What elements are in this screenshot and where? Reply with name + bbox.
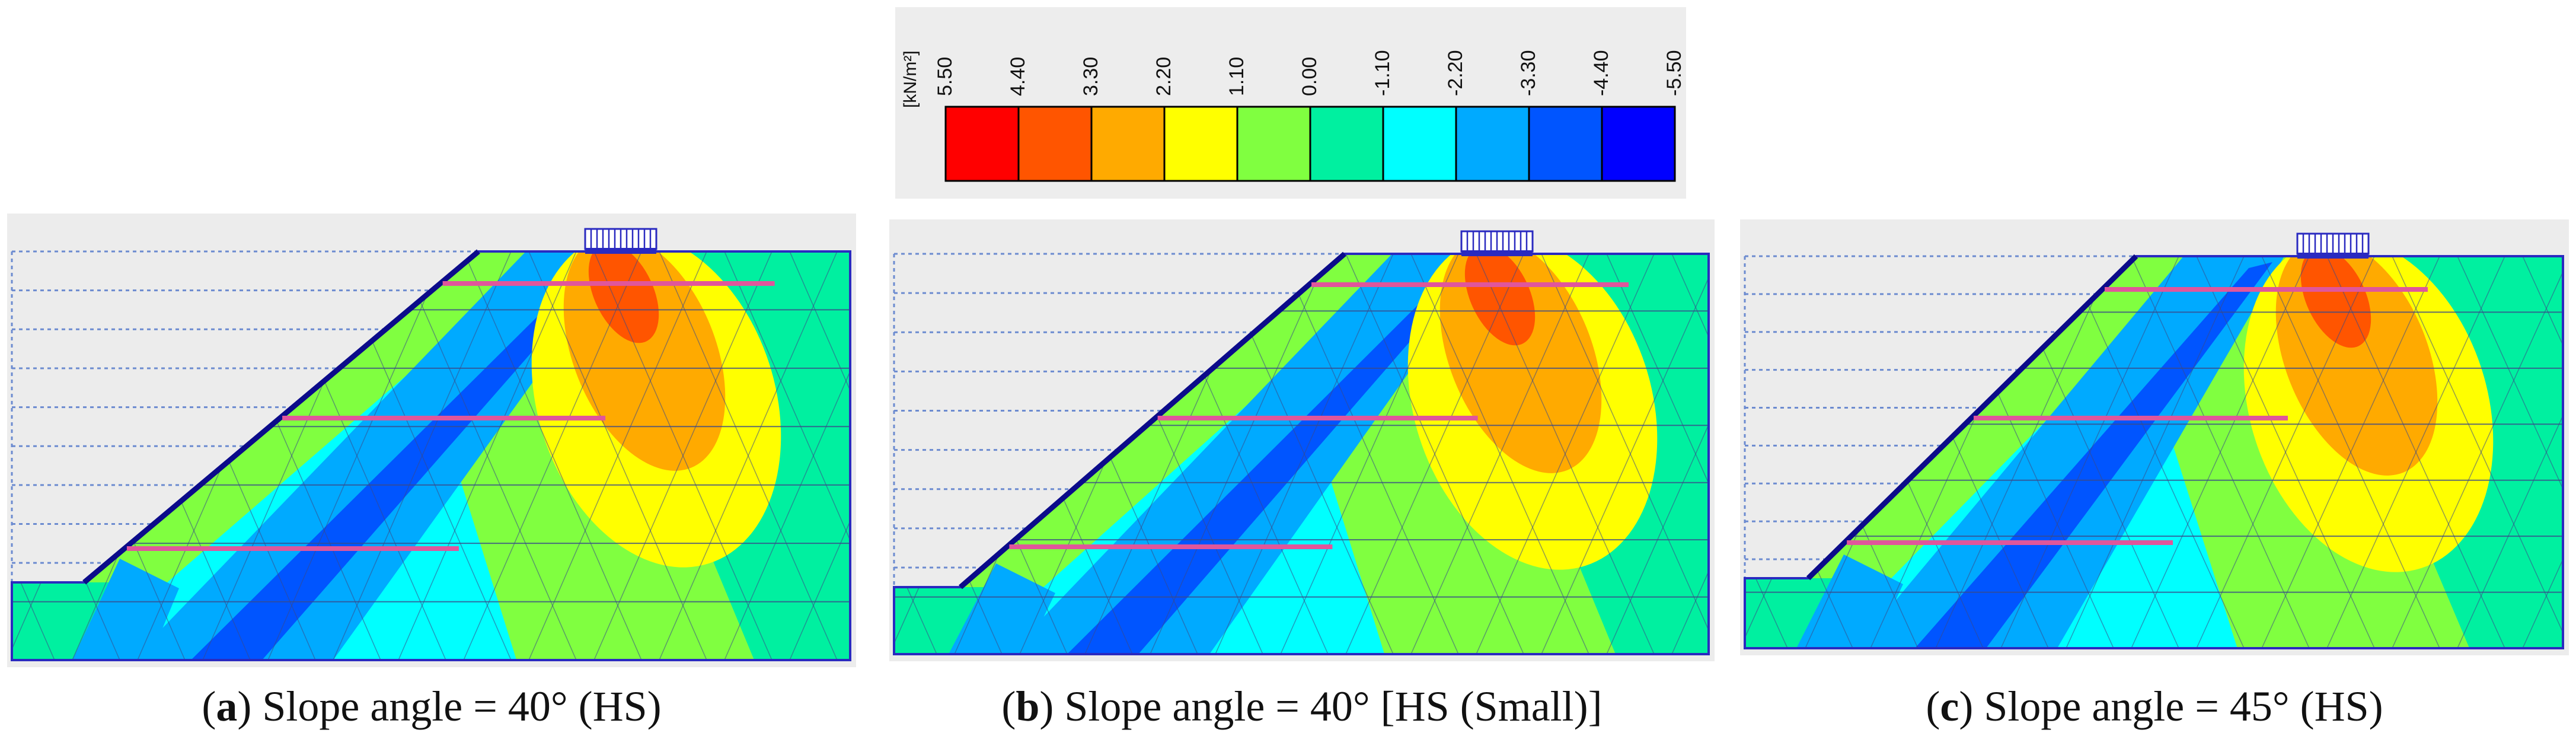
panel-a-model — [11, 228, 856, 661]
mesh-line — [789, 251, 850, 660]
mesh-line — [2522, 256, 2563, 648]
panel-b-model — [893, 230, 1710, 655]
mesh-line — [2457, 256, 2563, 648]
mesh-line — [2522, 256, 2563, 648]
mesh-line — [2196, 256, 2375, 648]
legend-swatch — [1601, 106, 1676, 182]
legend-tick-label: 1.10 — [1225, 57, 1248, 96]
legend-unit-label: [kN/m²] — [901, 50, 920, 108]
mesh-line — [1745, 256, 1788, 648]
color-legend: 5.50 4.40 3.30 2.20 1.10 0.00 -1.10 -2.20 -3.30 -… — [895, 7, 1686, 199]
mesh-line — [463, 251, 642, 660]
legend-tick-label: -5.50 — [1663, 50, 1686, 97]
mesh-line — [724, 251, 850, 660]
caption-c-text: Slope angle = 45° (HS) — [1973, 683, 2383, 730]
legend-swatch — [1309, 106, 1384, 182]
footing-plate — [2297, 253, 2368, 259]
mesh-line — [659, 251, 838, 660]
mesh-line — [789, 251, 850, 660]
legend-tick-label: -4.40 — [1590, 50, 1613, 97]
mesh-line — [2261, 256, 2440, 648]
legend-tick-label: -2.20 — [1444, 50, 1467, 97]
contour-region — [191, 257, 615, 660]
panel-a-stress-contour — [7, 214, 856, 667]
mesh-line — [855, 251, 856, 660]
legend-tick-label: 0.00 — [1298, 57, 1321, 96]
mesh-line — [1671, 254, 1709, 654]
caption-c-letter: c — [1940, 683, 1959, 730]
contour-region — [949, 563, 1055, 654]
mesh-line — [2066, 256, 2245, 648]
legend-graphic: 5.50 4.40 3.30 2.20 1.10 0.00 -1.10 -2.20 -3.30 -… — [901, 50, 1686, 182]
legend-tick-label: 4.40 — [1007, 57, 1029, 96]
mesh-line — [398, 251, 577, 660]
mesh-line — [1671, 254, 1709, 654]
caption-a: (a) Slope angle = 40° (HS) — [202, 683, 662, 730]
mesh-line — [1541, 254, 1709, 654]
legend-swatch — [1382, 106, 1457, 182]
legend-tick-label: -1.10 — [1371, 50, 1394, 97]
legend-tick-label: 5.50 — [934, 57, 956, 96]
mesh-line — [2131, 256, 2310, 648]
caption-b-text: Slope angle = 40° [HS (Small)] — [1054, 683, 1603, 730]
mesh-line — [1345, 254, 1524, 654]
legend-tick-label: -3.30 — [1517, 50, 1540, 97]
model-boundary — [11, 250, 851, 661]
mesh-line — [2326, 256, 2505, 648]
caption-c: (c) Slope angle = 45° (HS) — [1926, 683, 2383, 730]
caption-a-text: Slope angle = 40° (HS) — [251, 683, 662, 730]
contour-field — [1745, 256, 2563, 648]
contour-region — [2300, 256, 2371, 348]
contour-region — [1067, 260, 1481, 654]
legend-swatch — [944, 106, 1020, 182]
footing-plate — [585, 248, 656, 254]
legend-swatch — [1017, 106, 1093, 182]
mesh-line — [1476, 254, 1655, 654]
slope-facing — [1806, 254, 2138, 581]
mesh-line — [1280, 254, 1459, 654]
caption-b-letter: b — [1016, 683, 1040, 730]
legend-swatch — [1090, 106, 1166, 182]
panel-c-model — [1744, 232, 2564, 649]
mesh-line — [593, 251, 773, 660]
slope-facing — [959, 251, 1346, 590]
contour-region — [72, 559, 179, 660]
contour-region — [1796, 555, 1903, 648]
mesh-line — [2392, 256, 2563, 648]
mesh-line — [1410, 254, 1589, 654]
mesh-line — [528, 251, 707, 660]
panel-c-stress-contour — [1740, 219, 2569, 655]
legend-tick-label: 3.30 — [1080, 57, 1102, 96]
legend-swatch — [1163, 106, 1238, 182]
panel-b-stress-contour — [889, 219, 1715, 661]
legend-tick-label: 2.20 — [1153, 57, 1175, 96]
contour-region — [1464, 254, 1536, 346]
slope-facing — [82, 249, 480, 585]
legend-swatch — [1236, 106, 1311, 182]
caption-a-letter: a — [216, 683, 238, 730]
mesh-line — [855, 251, 856, 660]
caption-b: (b) Slope angle = 40° [HS (Small)] — [1001, 683, 1603, 730]
mesh-line — [12, 251, 55, 660]
footing-plate — [1461, 250, 1533, 256]
mesh-line — [1606, 254, 1709, 654]
legend-swatch — [1528, 106, 1603, 182]
legend-swatch — [1455, 106, 1530, 182]
